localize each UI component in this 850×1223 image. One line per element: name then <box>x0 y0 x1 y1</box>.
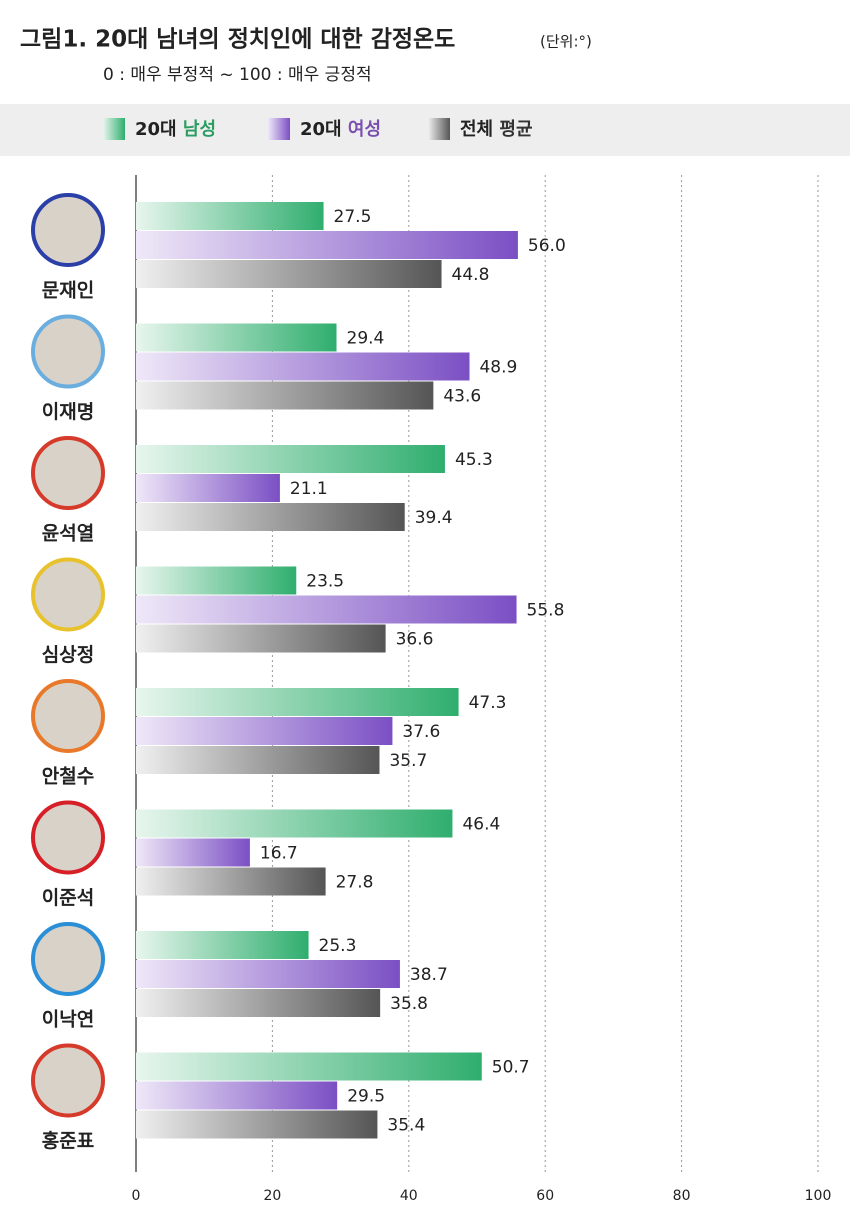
value-label: 25.3 <box>319 936 357 956</box>
value-label: 36.6 <box>396 630 434 650</box>
bar <box>136 566 297 595</box>
value-label: 46.4 <box>462 815 500 835</box>
category-label: 홍준표 <box>42 1129 94 1152</box>
portrait <box>31 557 105 632</box>
bar <box>136 838 250 867</box>
portrait <box>31 679 105 753</box>
bar <box>136 231 518 259</box>
x-tick-label: 100 <box>805 1188 832 1204</box>
value-label: 29.4 <box>347 329 385 349</box>
legend-label: 전체 평균 <box>460 119 533 140</box>
value-label: 43.6 <box>443 387 481 407</box>
category-label: 안철수 <box>42 766 94 788</box>
bar <box>136 989 381 1017</box>
legend-label: 20대 남성 <box>135 119 216 140</box>
x-tick-label: 0 <box>132 1188 141 1204</box>
bar <box>136 323 337 352</box>
category-label: 문재인 <box>42 280 94 302</box>
category-label: 이낙연 <box>42 1009 94 1031</box>
legend-band <box>0 104 850 156</box>
unit: (단위:°) <box>540 33 592 51</box>
value-label: 35.7 <box>389 751 427 771</box>
category-label: 심상정 <box>42 644 94 666</box>
value-label: 37.6 <box>402 722 440 742</box>
bar <box>136 445 445 473</box>
portrait <box>31 922 105 996</box>
value-label: 35.4 <box>387 1116 425 1136</box>
bar <box>136 1110 378 1139</box>
value-label: 29.5 <box>347 1087 385 1107</box>
bar <box>136 867 326 896</box>
bar <box>136 595 517 624</box>
bar <box>136 624 386 653</box>
value-label: 27.5 <box>334 207 372 227</box>
bar <box>136 503 405 531</box>
value-label: 23.5 <box>306 572 344 592</box>
value-label: 47.3 <box>469 693 507 713</box>
subtitle: 0 : 매우 부정적 ~ 100 : 매우 긍정적 <box>103 65 372 85</box>
value-label: 16.7 <box>260 844 298 864</box>
category-label: 이준석 <box>42 887 94 909</box>
bar <box>136 202 324 230</box>
value-label: 35.8 <box>390 994 428 1014</box>
legend-swatch <box>268 118 290 140</box>
value-label: 27.8 <box>336 873 374 893</box>
value-label: 48.9 <box>479 358 517 378</box>
bar <box>136 381 434 410</box>
value-label: 39.4 <box>415 508 453 528</box>
x-tick-label: 20 <box>263 1188 281 1204</box>
value-label: 38.7 <box>410 965 448 985</box>
value-label: 55.8 <box>527 601 565 621</box>
bar <box>136 809 453 838</box>
value-label: 44.8 <box>452 265 490 285</box>
x-tick-label: 40 <box>400 1188 418 1204</box>
x-tick-label: 60 <box>536 1188 554 1204</box>
category-label: 윤석열 <box>42 523 94 545</box>
value-label: 45.3 <box>455 450 493 470</box>
bar <box>136 746 380 774</box>
bar <box>136 931 309 959</box>
bar <box>136 1052 482 1081</box>
value-label: 56.0 <box>528 236 566 256</box>
portrait <box>31 1043 105 1118</box>
legend-swatch <box>103 118 125 140</box>
bar <box>136 1081 338 1110</box>
bar <box>136 960 400 988</box>
legend-label: 20대 여성 <box>300 119 381 140</box>
value-label: 50.7 <box>492 1058 530 1078</box>
chart-title: 그림1. 20대 남녀의 정치인에 대한 감정온도 <box>20 27 455 53</box>
bar <box>136 688 459 716</box>
legend-swatch <box>428 118 450 140</box>
bar <box>136 260 442 288</box>
portrait <box>31 193 105 267</box>
value-label: 21.1 <box>290 479 328 499</box>
bar <box>136 352 470 381</box>
portrait <box>31 800 105 875</box>
bar <box>136 474 280 502</box>
portrait <box>31 314 105 389</box>
category-label: 이재명 <box>42 401 94 423</box>
portrait <box>31 436 105 510</box>
bar <box>136 717 393 745</box>
x-tick-label: 80 <box>673 1188 691 1204</box>
